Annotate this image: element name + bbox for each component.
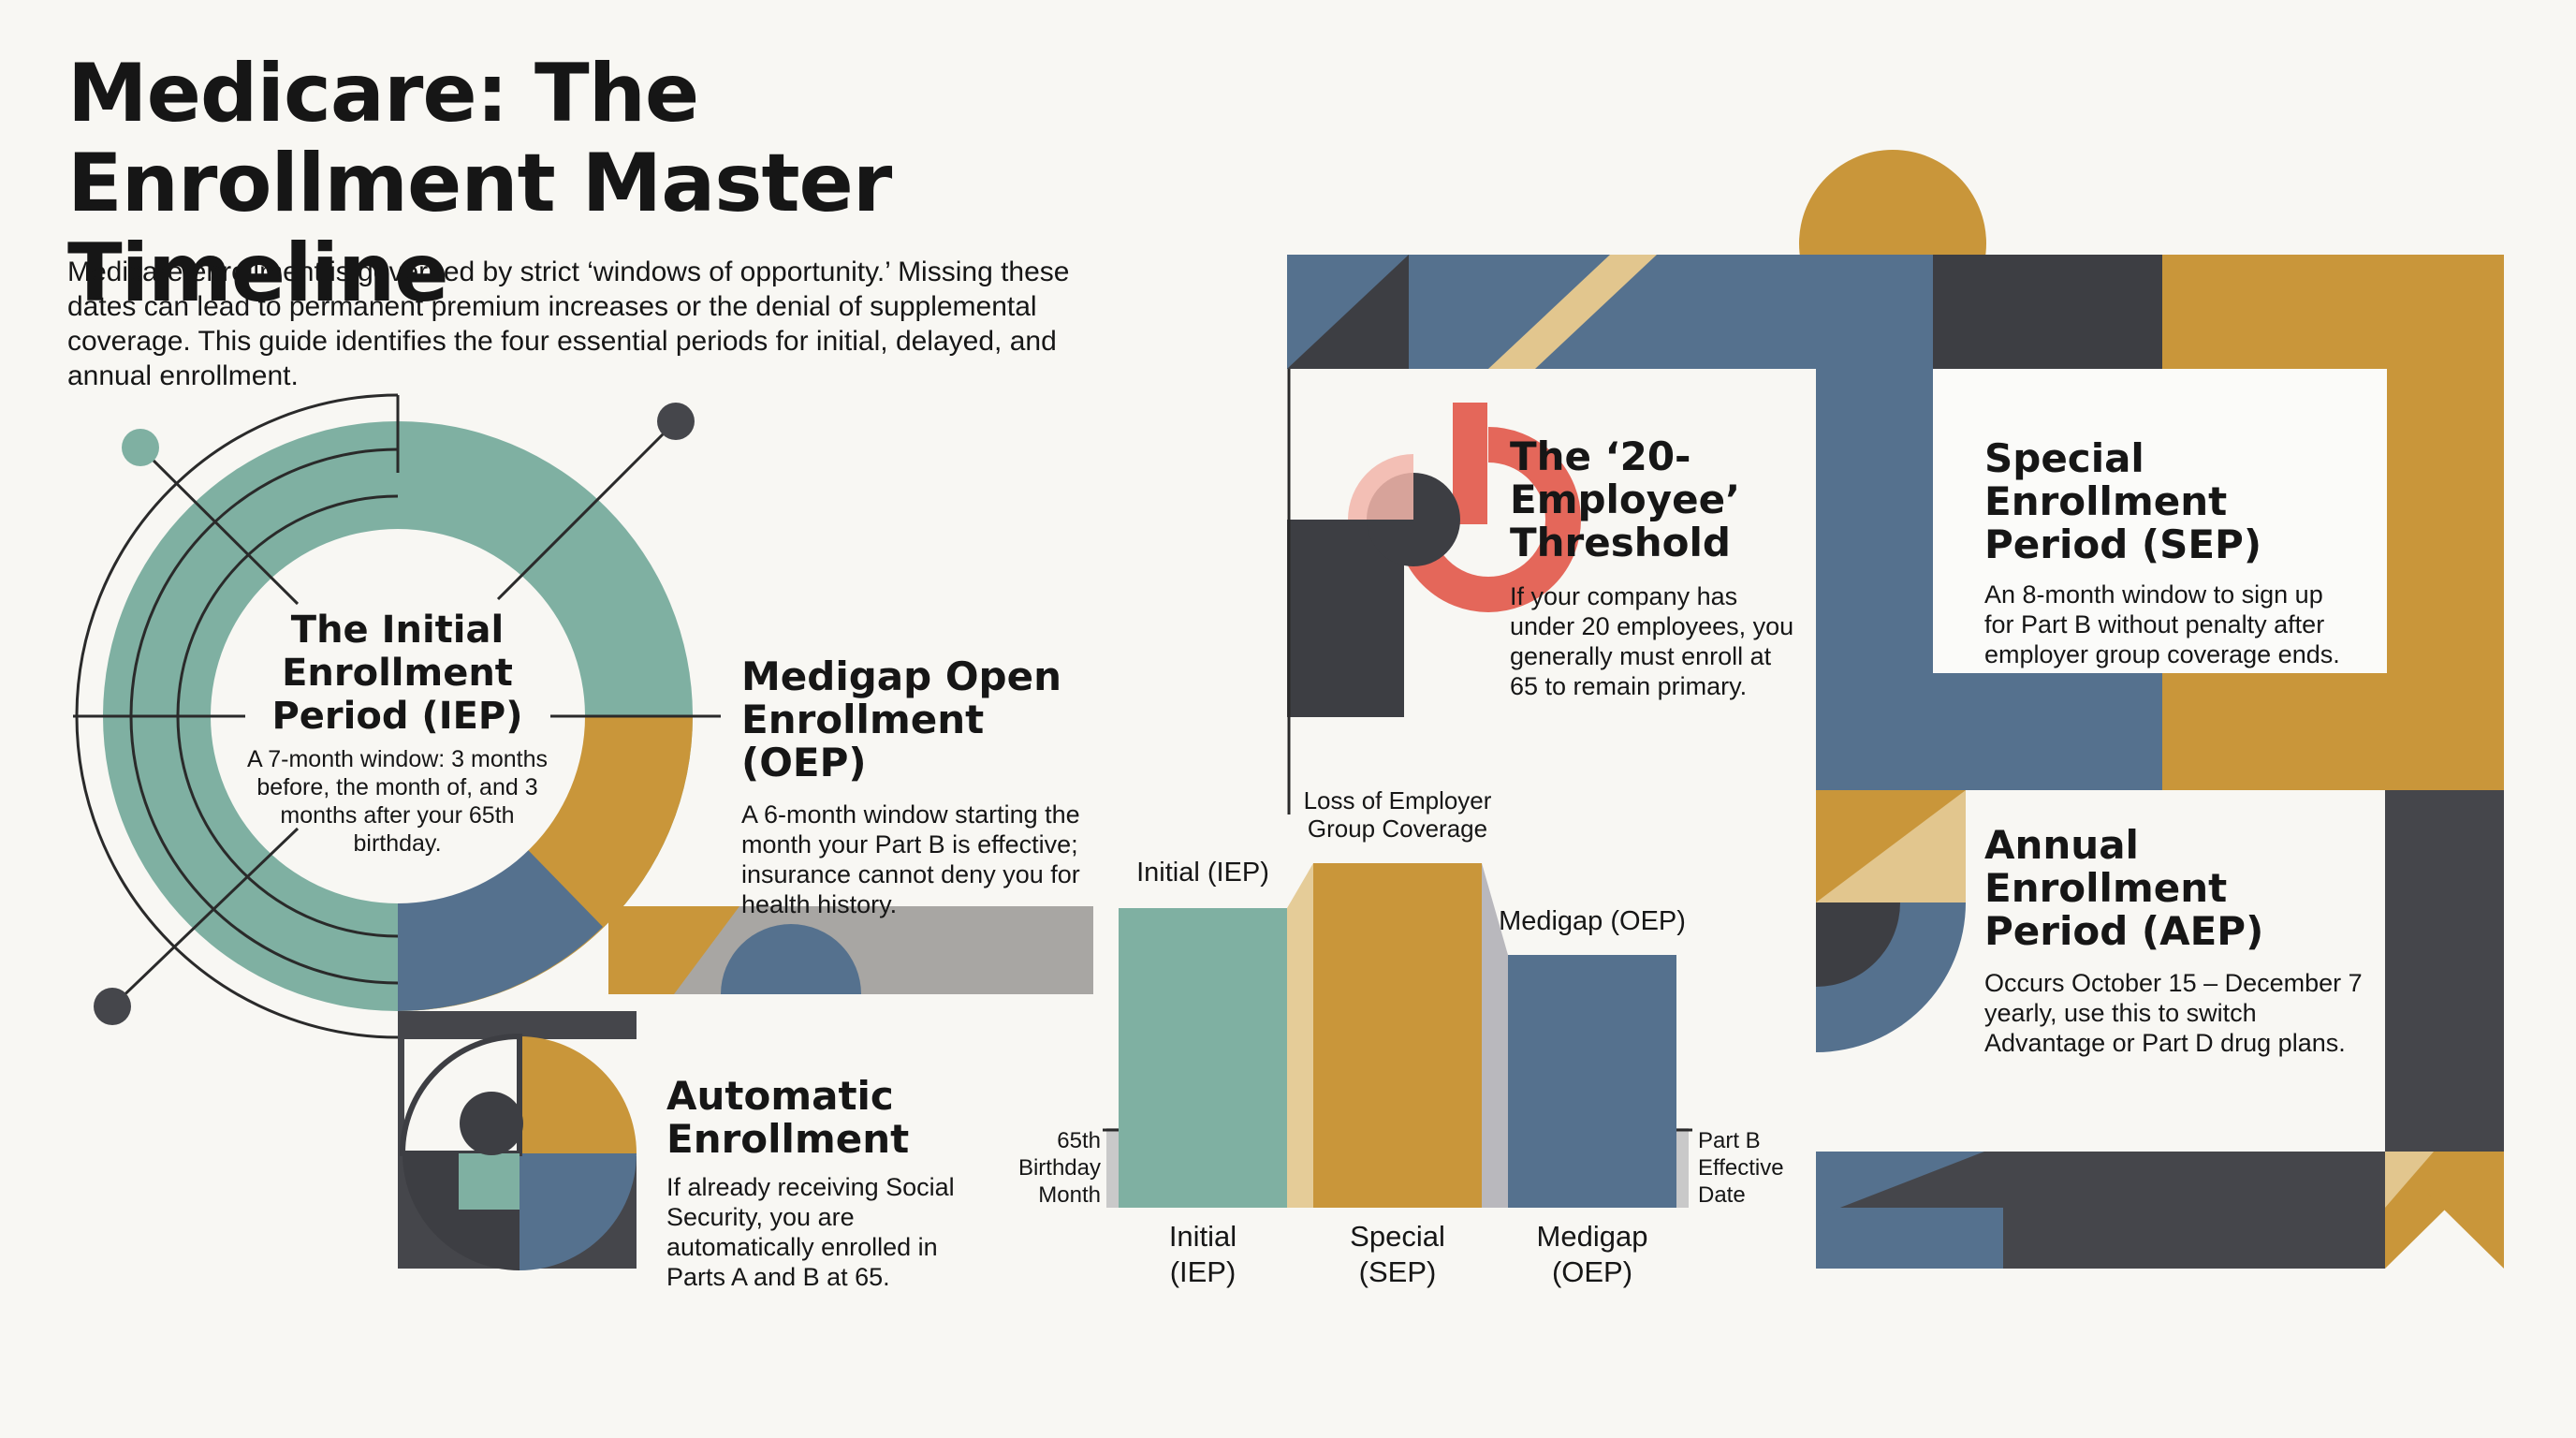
intro-paragraph: Medicare enrollment is governed by stric…	[67, 257, 1070, 391]
automatic-heading: Automatic Enrollment	[666, 1073, 910, 1162]
timeline-bottom-label-oep: Medigap (OEP)	[1536, 1220, 1648, 1288]
medigap-heading: Medigap Open Enrollment (OEP)	[741, 653, 1061, 785]
marker-65th-birthday: 65th Birthday Month	[1017, 1128, 1101, 1208]
aep-block: Annual Enrollment Period (AEP) Occurs Oc…	[1984, 824, 2382, 1058]
threshold-heading: The ‘20-Employee’ Threshold	[1510, 433, 1741, 565]
medigap-text: A 6-month window starting the month your…	[741, 800, 1080, 918]
timeline-top-label-iep: Initial (IEP)	[1136, 858, 1269, 888]
threshold-text: If your company has under 20 employees, …	[1510, 582, 1794, 700]
timeline-top-label-oep: Medigap (OEP)	[1499, 906, 1686, 936]
marker-part-b-effective: Part B Effective Date	[1698, 1128, 1784, 1208]
timeline-bottom-label-iep: Initial (IEP)	[1168, 1220, 1237, 1288]
iep-block: The Initial Enrollment Period (IEP) A 7-…	[245, 609, 549, 858]
timeline-bar-oep	[1508, 955, 1676, 1208]
automatic-text: If already receiving Social Security, yo…	[666, 1173, 955, 1291]
iep-heading: The Initial Enrollment Period (IEP)	[271, 609, 523, 738]
threshold-graphic	[1287, 369, 1581, 814]
page-title: Medicare: The Enrollment Master Timeline	[67, 47, 892, 320]
timeline-top-label-sep: Loss of Employer Group Coverage	[1303, 786, 1492, 843]
timeline-bottom-label-sep: Special (SEP)	[1350, 1220, 1445, 1288]
iep-ring-graphic	[73, 393, 721, 1039]
timeline-bars	[1103, 863, 1692, 1208]
aep-heading: Annual Enrollment Period (AEP)	[1984, 822, 2264, 954]
medigap-block: Medigap Open Enrollment (OEP) A 6-month …	[741, 655, 1088, 919]
timeline-bar-sep	[1313, 863, 1482, 1208]
sep-card: Special Enrollment Period (SEP) An 8-mon…	[1933, 369, 2387, 673]
timeline-bar-iep	[1119, 908, 1287, 1208]
sep-heading: Special Enrollment Period (SEP)	[1984, 435, 2262, 567]
threshold-block: The ‘20-Employee’ Threshold If your comp…	[1510, 435, 1800, 701]
automatic-enrollment-graphic	[398, 1011, 637, 1270]
iep-text: A 7-month window: 3 months before, the m…	[247, 746, 548, 857]
aep-text: Occurs October 15 – December 7 yearly, u…	[1984, 969, 2363, 1057]
connector-band	[608, 906, 1093, 994]
automatic-block: Automatic Enrollment If already receivin…	[666, 1075, 999, 1292]
sep-text: An 8-month window to sign up for Part B …	[1984, 580, 2340, 668]
